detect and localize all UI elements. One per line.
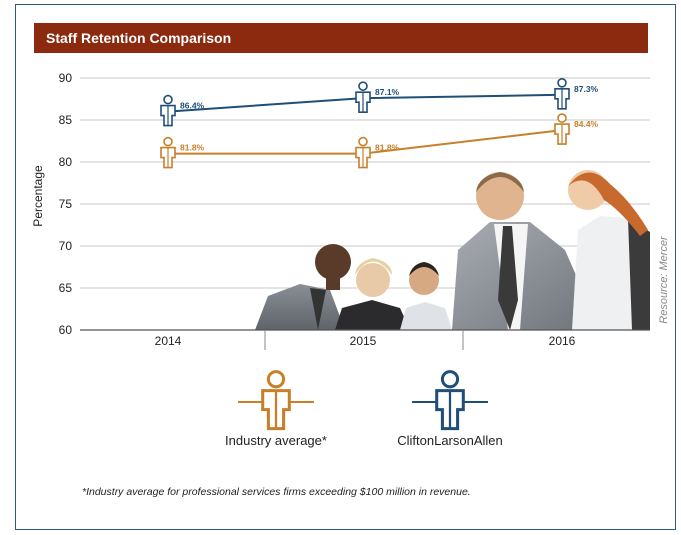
source-credit: Resource: Mercer (658, 235, 670, 324)
data-label-1-2: 87.3% (574, 84, 599, 94)
legend-person-1 (435, 370, 465, 431)
point-1-0 (160, 94, 176, 127)
title-bar (34, 23, 648, 53)
legend-label-industry: Industry average* (225, 433, 327, 448)
data-label-0-2: 84.4% (574, 119, 599, 129)
x-tick-2016: 2016 (549, 334, 576, 348)
y-tick-90: 90 (59, 71, 73, 85)
x-tick-2014: 2014 (155, 334, 182, 348)
legend-item-industry: Industry average* (225, 370, 327, 448)
data-label-1-1: 87.1% (375, 87, 400, 97)
point-0-1 (355, 136, 371, 169)
legend-person-0 (261, 370, 291, 431)
x-tick-2015: 2015 (350, 334, 377, 348)
data-label-0-0: 81.8% (180, 143, 205, 153)
y-tick-80: 80 (59, 155, 73, 169)
data-label-1-0: 86.4% (180, 101, 205, 111)
person-icon (412, 370, 488, 431)
y-tick-65: 65 (59, 281, 73, 295)
data-label-0-1: 81.8% (375, 143, 400, 153)
series-layer: 81.8% 81.8% 84.4% 86.4% 87.1% 87.3% (160, 78, 599, 169)
business-people-photo (255, 170, 650, 330)
footnote: *Industry average for professional servi… (82, 486, 471, 498)
y-tick-75: 75 (59, 197, 73, 211)
point-1-2 (554, 78, 570, 110)
y-tick-60: 60 (59, 323, 73, 337)
person-icon (238, 370, 314, 431)
chart-title: Staff Retention Comparison (46, 30, 231, 46)
legend-label-cla: CliftonLarsonAllen (397, 433, 503, 448)
legend: Industry average* CliftonLarsonAllen (225, 370, 503, 448)
point-0-2 (554, 113, 570, 145)
y-axis-label: Percentage (31, 165, 45, 227)
y-tick-70: 70 (59, 239, 73, 253)
point-0-0 (160, 136, 176, 169)
legend-item-cla: CliftonLarsonAllen (397, 370, 503, 448)
point-1-1 (355, 81, 371, 113)
y-tick-85: 85 (59, 113, 73, 127)
